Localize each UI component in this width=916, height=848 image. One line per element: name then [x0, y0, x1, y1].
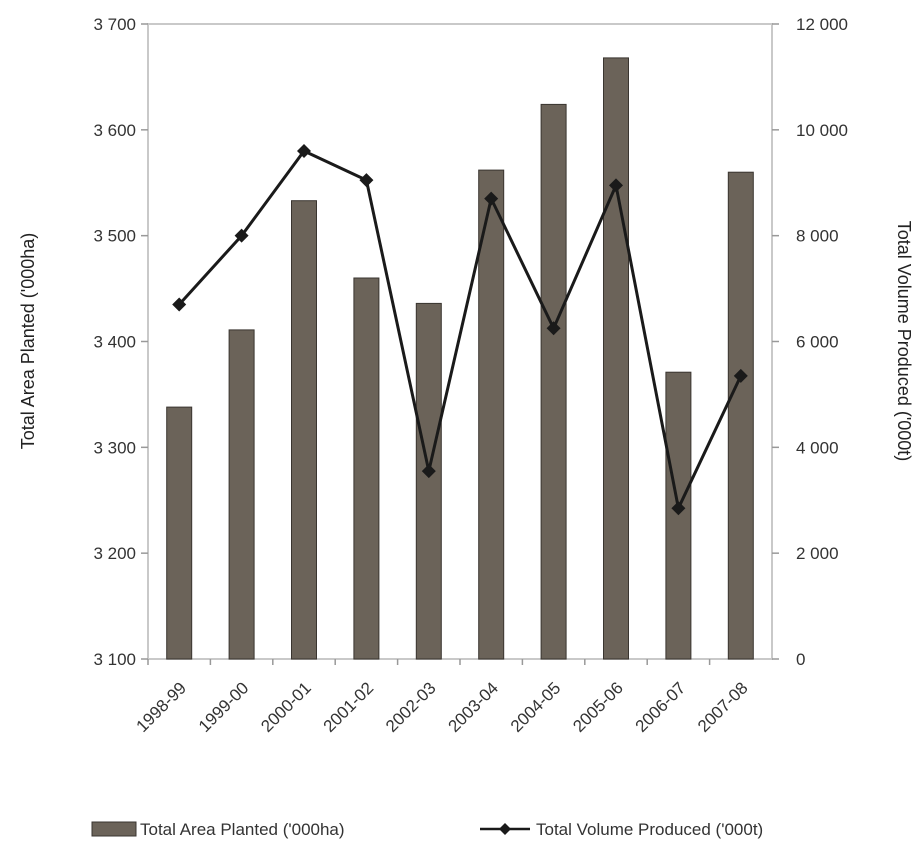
volume-line	[178, 149, 743, 510]
right-tick-label: 0	[796, 650, 805, 669]
left-tick-label: 3 700	[93, 15, 136, 34]
left-tick-label: 3 500	[93, 227, 136, 246]
legend: Total Area Planted ('000ha) Total Volume…	[91, 820, 763, 839]
right-axis-title: Total Volume Produced ('000t)	[894, 221, 914, 462]
volume-point-2001-02	[359, 173, 374, 188]
right-tick-label: 6 000	[796, 333, 839, 352]
volume-point-2003-04	[484, 191, 499, 206]
x-tick-label: 2000-01	[257, 678, 315, 736]
x-tick-label: 2002-03	[382, 678, 440, 736]
bar-2004-05	[540, 103, 567, 660]
volume-point-2004-05	[546, 321, 561, 336]
line-series-group	[172, 144, 748, 516]
bar-2003-04	[478, 169, 505, 660]
right-tick-label: 12 000	[796, 15, 848, 34]
x-tick-label: 2004-05	[507, 678, 565, 736]
left-tick-label: 3 400	[93, 333, 136, 352]
bar-2002-03	[415, 302, 442, 660]
bar-1999-00	[228, 329, 255, 660]
volume-point-1998-99	[172, 297, 187, 312]
x-tick-label: 2007-08	[694, 678, 752, 736]
x-tick-label: 2005-06	[569, 678, 627, 736]
right-axis-ticks: 0 2 000 4 000 6 000 8 000 10 000 12 000	[772, 15, 848, 669]
legend-line-label: Total Volume Produced ('000t)	[536, 820, 763, 839]
bar-2005-06	[603, 57, 629, 660]
bar-2006-07	[665, 371, 692, 660]
x-tick-label: 1999-00	[195, 678, 253, 736]
left-tick-label: 3 100	[93, 650, 136, 669]
volume-point-2007-08	[733, 368, 748, 383]
left-axis-title: Total Area Planted ('000ha)	[18, 233, 38, 450]
left-tick-label: 3 200	[93, 544, 136, 563]
volume-point-2005-06	[609, 178, 623, 193]
volume-point-2006-07	[671, 501, 686, 516]
right-tick-label: 8 000	[796, 227, 839, 246]
volume-point-1999-00	[234, 228, 249, 243]
legend-bar-swatch	[91, 821, 137, 837]
x-tick-label: 1998-99	[132, 678, 190, 736]
x-tick-label: 2003-04	[444, 678, 502, 736]
right-tick-label: 4 000	[796, 438, 839, 457]
bar-2000-01	[291, 200, 317, 660]
left-tick-label: 3 300	[93, 438, 136, 457]
legend-line-marker	[499, 823, 511, 835]
volume-point-2002-03	[421, 464, 436, 479]
legend-bar-label: Total Area Planted ('000ha)	[140, 820, 345, 839]
x-tick-label: 2006-07	[632, 678, 690, 736]
volume-point-2000-01	[297, 144, 311, 158]
left-tick-label: 3 600	[93, 121, 136, 140]
x-axis-ticks: 1998-99 1999-00 2000-01 2001-02 2002-03 2003-…	[132, 659, 752, 736]
right-tick-label: 10 000	[796, 121, 848, 140]
left-axis-ticks: 3 100 3 200 3 300 3 400 3 500 3 600 3 700	[93, 15, 148, 669]
x-tick-label: 2001-02	[320, 678, 378, 736]
bar-2001-02	[353, 277, 380, 660]
bar-1998-99	[166, 406, 193, 660]
bar-2007-08	[727, 171, 754, 660]
right-tick-label: 2 000	[796, 544, 839, 563]
bars-group	[166, 57, 754, 660]
